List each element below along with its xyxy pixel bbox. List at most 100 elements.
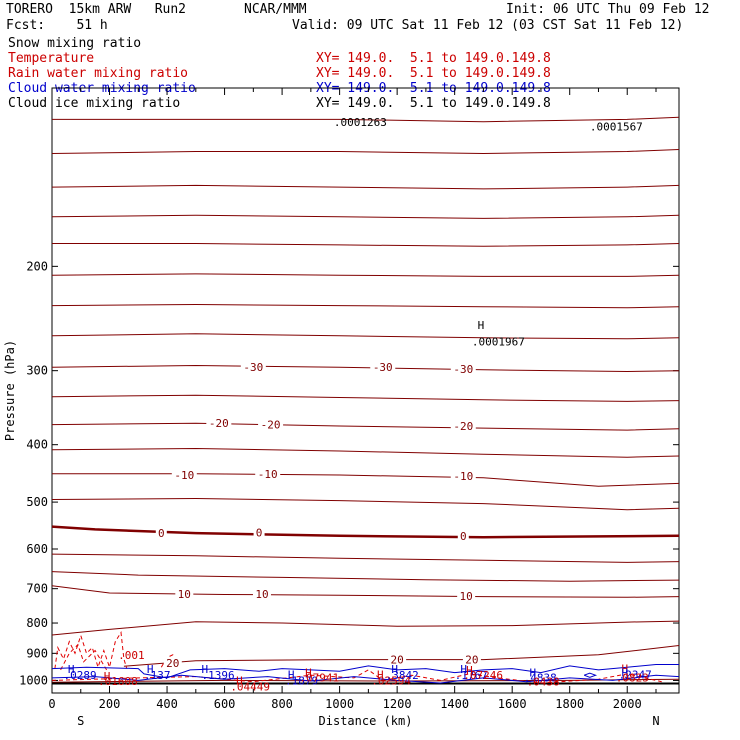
extremum-label: .02594 [371, 674, 411, 687]
y-tick-label: 600 [26, 542, 48, 556]
legend-snow: Snow mixing ratio [8, 36, 142, 51]
isotherm-line [52, 497, 679, 511]
temperature-label-bg [258, 418, 284, 431]
legend-temperature-xy: XY= 149.0. 5.1 to 149.0.149.8 [316, 51, 551, 66]
temperature-label-bg [240, 361, 266, 374]
temperature-label-bg [171, 468, 197, 481]
isotherm-line [52, 303, 679, 309]
temperature-label: -10 [174, 469, 194, 482]
x-tick-label: 0 [48, 697, 55, 711]
rain-contour [60, 643, 108, 671]
isotherm-line [52, 184, 679, 190]
isotherm-line [52, 447, 679, 458]
isotherm-line [123, 645, 679, 667]
temperature-label-bg [155, 527, 167, 540]
extremum-label: .0001263 [334, 116, 387, 129]
temperature-label-bg [450, 420, 476, 433]
extremum-label: .4838 [524, 672, 557, 685]
extremum-label: H [391, 663, 398, 676]
extremum-label: H [236, 674, 243, 687]
temperature-label-bg [255, 467, 281, 480]
y-axis-title: Pressure (hPa) [3, 340, 17, 441]
temperature-label-bg [370, 361, 396, 374]
extremum-label: .0289 [64, 669, 97, 682]
isotherm-line [52, 473, 679, 487]
temperature-label: 20 [391, 654, 404, 667]
x-tick-label: 400 [156, 697, 178, 711]
y-tick-label: 200 [26, 259, 48, 273]
extremum-label: H [621, 663, 628, 676]
temperature-label: -30 [373, 361, 393, 374]
cloudwater-contour [52, 664, 679, 679]
legend-rain: Rain water mixing ratio [8, 66, 189, 81]
extremum-label: .3842 [386, 669, 419, 682]
temperature-label-bg [253, 526, 265, 539]
forecast-hour: Fcst: 51 h [6, 18, 108, 33]
isotherm-line [52, 116, 679, 123]
rain-contour [52, 669, 662, 684]
isotherm-line [52, 273, 679, 277]
isotherm-line [52, 394, 679, 402]
plot-frame [51, 87, 680, 694]
y-tick-label: 1000 [19, 673, 48, 687]
rain-contour [54, 631, 128, 670]
extremum-label: H [621, 667, 628, 680]
extremum-label: .0001967 [472, 335, 525, 348]
y-tick-label: 300 [26, 364, 48, 378]
temperature-label-bg [252, 588, 271, 601]
isotherm-line [52, 333, 679, 340]
x-tick-label: 200 [99, 697, 121, 711]
x-axis-title: Distance (km) [319, 714, 413, 728]
temperature-label-bg [457, 529, 469, 542]
extremum-label: .1879 [285, 674, 318, 687]
extremum-label: H [305, 667, 312, 680]
isotherm-line [52, 525, 679, 539]
legend-cloudice: Cloud ice mixing ratio [8, 96, 181, 111]
isotherm-line [52, 364, 679, 373]
y-tick-label: 900 [26, 646, 48, 660]
isotherm-line [52, 214, 679, 219]
legend-cloudice-xy: XY= 149.0. 5.1 to 149.0.149.8 [316, 96, 551, 111]
extremum-label: .1767 [455, 669, 488, 682]
init-time: Init: 06 UTC Thu 09 Feb 12 [506, 2, 710, 17]
extremum-label: H [466, 664, 473, 677]
temperature-label-bg [175, 588, 194, 601]
south-label: S [77, 714, 84, 728]
isotherm-line [52, 585, 679, 598]
extremum-label: .1396 [202, 669, 235, 682]
extremum-label: H [377, 668, 384, 681]
x-tick-label: 2000 [613, 697, 642, 711]
temperature-label: 0 [256, 527, 263, 540]
valid-time: Valid: 09 UTC Sat 11 Feb 12 (03 CST Sat … [292, 18, 684, 33]
x-tick-label: 1000 [325, 697, 354, 711]
y-tick-label: 400 [26, 438, 48, 452]
x-tick-label: 1800 [555, 697, 584, 711]
isotherm-line [52, 422, 679, 431]
temperature-label: 0 [158, 527, 165, 540]
temperature-label: -30 [453, 363, 473, 376]
extremum-label: .0438 [527, 676, 560, 689]
isotherm-line [52, 243, 679, 247]
temperature-label-bg [163, 657, 182, 670]
temperature-label: 10 [178, 588, 191, 601]
extremum-label: .2347 [619, 668, 652, 681]
x-tick-label: 1600 [498, 697, 527, 711]
extremum-label: .01608 [98, 675, 138, 688]
cloudwater-contour [583, 672, 598, 678]
legend-temperature: Temperature [8, 51, 95, 66]
isotherm-line [52, 149, 679, 155]
x-tick-label: 600 [214, 697, 236, 711]
temperature-label: 20 [465, 654, 478, 667]
extremum-label: .137 [144, 669, 171, 682]
legend-rain-xy: XY= 149.0. 5.1 to 149.0.149.8 [316, 66, 551, 81]
isotherm-line [52, 571, 679, 582]
x-tick-label: 800 [271, 697, 293, 711]
temperature-label: -10 [453, 470, 473, 483]
temperature-label: -10 [258, 468, 278, 481]
temperature-label: -20 [261, 419, 281, 432]
temperature-label: 10 [460, 590, 473, 603]
extremum-label: H [68, 663, 75, 676]
x-tick-label: 1200 [383, 697, 412, 711]
temperature-label: 20 [166, 657, 179, 670]
